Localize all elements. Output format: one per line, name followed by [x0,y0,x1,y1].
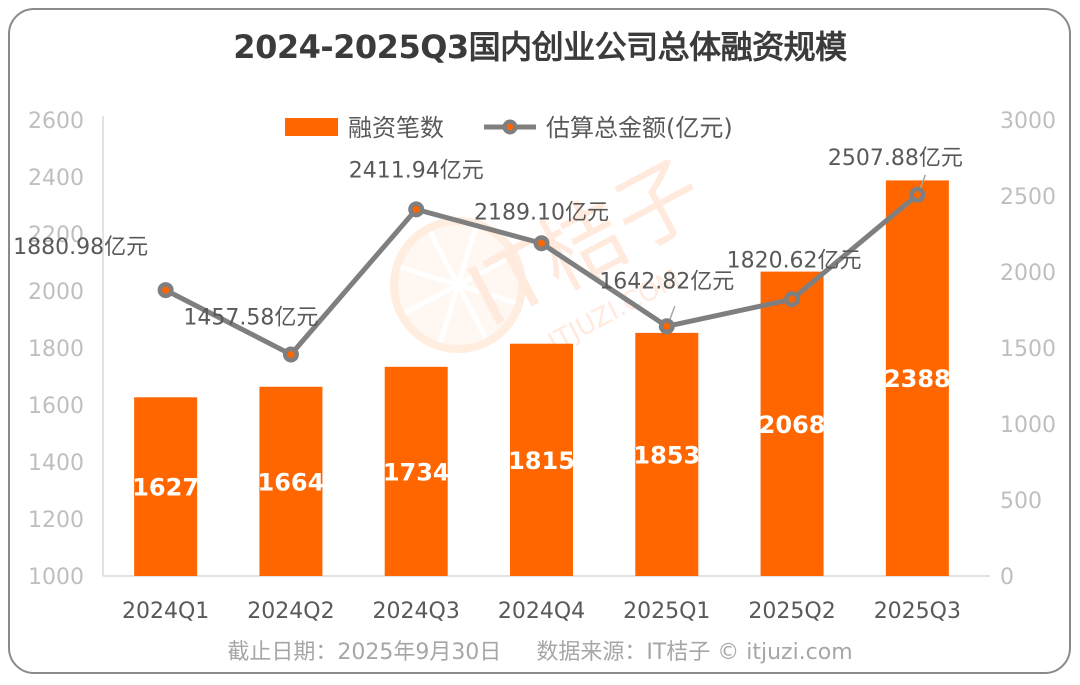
bar-value-label: 1815 [508,447,575,475]
source-note: 数据来源：IT桔子 © itjuzi.com [536,640,853,665]
watermark-orange-segment [427,230,461,287]
bar [510,343,573,576]
x-tick-label: 2025Q1 [623,599,710,624]
right-tick-label: 500 [1000,489,1042,514]
line-value-label: 1457.58亿元 [183,305,318,330]
bar [885,180,949,577]
x-tick-label: 2024Q4 [498,599,585,624]
x-tick-label: 2025Q2 [748,599,835,624]
bar [384,366,448,576]
bar [760,271,824,576]
legend-bar-label: 融资笔数 [348,114,444,142]
right-tick-label: 1500 [1000,337,1056,362]
line-marker-center [663,322,671,330]
right-tick-label: 2500 [1000,185,1056,210]
legend-line-marker-center [506,123,514,131]
x-tick-label: 2024Q1 [122,599,209,624]
line-value-label: 2411.94亿元 [349,158,484,183]
date-note: 截止日期：2025年9月30日 [227,640,502,665]
bar [635,332,699,576]
bar-value-label: 1853 [633,441,700,469]
right-tick-label: 3000 [1000,109,1056,134]
watermark-orange-icon [390,217,526,353]
line-value-label: 1820.62亿元 [727,248,862,273]
watermark-orange-segment [403,282,460,316]
watermark-orange-segment [399,264,459,288]
footer: 截止日期：2025年9月30日 数据来源：IT桔子 © itjuzi.com [0,634,1080,666]
x-tick-label: 2024Q3 [373,599,460,624]
x-tick-label: 2024Q2 [247,599,334,624]
left-tick-label: 1000 [28,565,84,590]
left-tick-label: 2000 [28,280,84,305]
line-marker-center [162,286,170,294]
left-tick-label: 1800 [28,337,84,362]
line-series: 1880.98亿元 1457.58亿元 2411.94亿元 2189.10亿元 1642… [13,146,963,363]
bar [134,397,198,576]
legend-bar-swatch [285,118,338,136]
right-tick-label: 1000 [1000,413,1056,438]
chart-title: 2024-2025Q3国内创业公司总体融资规模 [233,28,847,66]
line-marker-center [412,205,420,213]
bars: 1627 1664 1734 1815 1853 2068 2388 [132,180,951,577]
line-marker-center [788,295,796,303]
watermark-orange-segment [437,284,461,344]
line-value-label: 2189.10亿元 [474,200,609,225]
bar-value-label: 1627 [132,474,199,502]
line-marker-center [538,239,545,247]
line-value-label: 1880.98亿元 [13,235,148,260]
line-marker-center [287,350,295,358]
line-marker-center [913,191,921,199]
bar-value-label: 2068 [759,411,826,439]
left-tick-label: 2400 [28,166,84,191]
watermark-orange-segment [455,226,479,286]
watermark-orange-segment [457,282,517,306]
left-tick-label: 2600 [28,109,84,134]
x-tick-label: 2025Q3 [874,599,961,624]
bar-value-label: 1734 [383,458,450,486]
right-tick-label: 2000 [1000,261,1056,286]
bar [259,386,323,576]
left-tick-label: 1400 [28,451,84,476]
watermark-orange-segment [456,254,513,288]
legend: 融资笔数 估算总金额(亿元) [285,114,733,142]
left-tick-label: 1200 [28,508,84,533]
left-tick-label: 2200 [28,223,84,248]
line-value-label: 2507.88亿元 [828,146,963,171]
bar-value-label: 1664 [258,468,325,496]
legend-line-label: 估算总金额(亿元) [546,114,733,142]
right-tick-label: 0 [1000,565,1014,590]
left-tick-label: 1600 [28,394,84,419]
watermark-orange-segment [455,283,489,340]
watermark-orange-inner [398,225,518,345]
bar-value-label: 2388 [884,365,951,393]
line-value-label: 1642.82亿元 [599,269,734,294]
